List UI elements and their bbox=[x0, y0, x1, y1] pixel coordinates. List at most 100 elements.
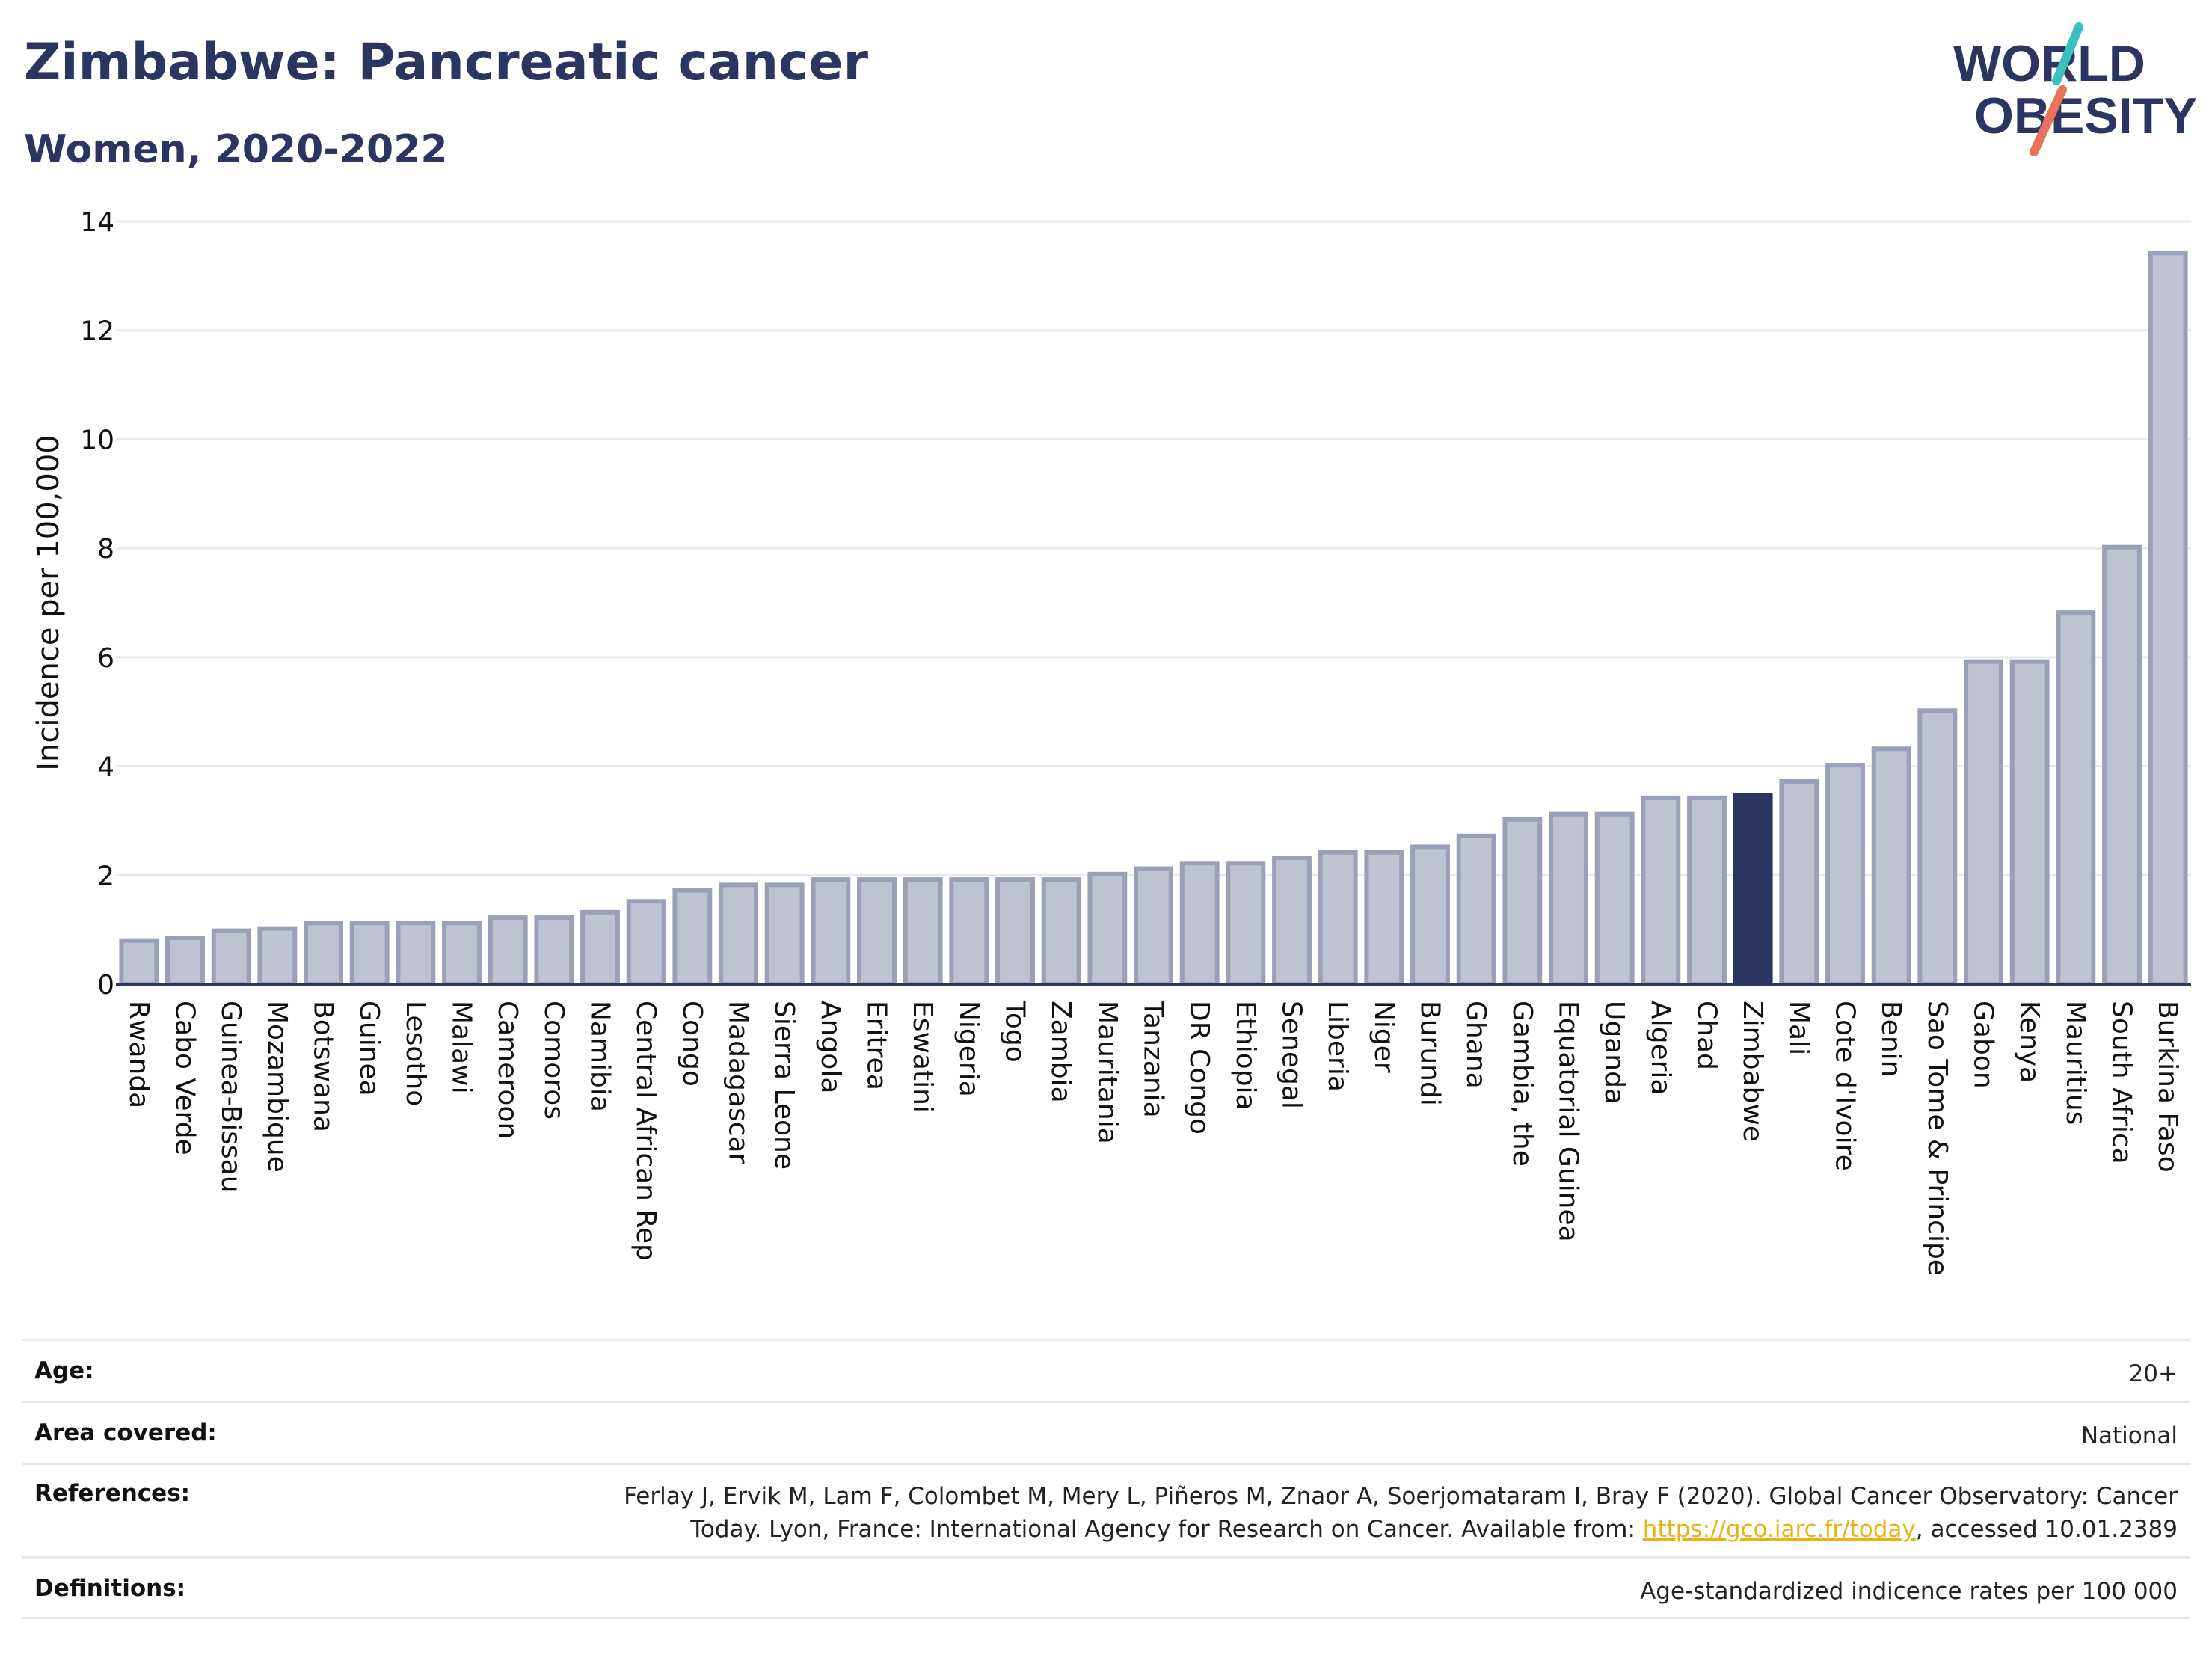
x-tick-label: Gambia, the bbox=[1507, 1001, 1537, 1167]
bar-cameroon bbox=[488, 915, 528, 986]
bar-chart: 0 2 4 6 8 10 12 14 Rwanda Cabo Verde Guinea-Bissa… bbox=[31, 207, 2191, 1276]
x-tick-label: Burkina Faso bbox=[2152, 1001, 2183, 1173]
x-tick-label: Eritrea bbox=[861, 1001, 892, 1090]
bar-lesotho bbox=[396, 921, 436, 987]
info-row-references: References: Ferlay J, Ervik M, Lam F, Co… bbox=[22, 1463, 2190, 1556]
bar-zambia bbox=[1041, 877, 1081, 986]
references-label: References: bbox=[34, 1480, 191, 1507]
bar-liberia bbox=[1318, 850, 1358, 986]
age-value: 20+ bbox=[2128, 1360, 2178, 1387]
chart-subtitle: Women, 2020-2022 bbox=[24, 127, 448, 172]
x-tick-label: DR Congo bbox=[1184, 1001, 1214, 1134]
bar-namibia bbox=[580, 909, 620, 987]
x-tick-label: Cameroon bbox=[492, 1001, 523, 1139]
x-tick-label: Nigeria bbox=[953, 1001, 984, 1097]
chart-title: Zimbabwe: Pancreatic cancer bbox=[24, 33, 869, 92]
bar-burundi bbox=[1410, 844, 1450, 987]
logo-word-obesity: OBESITY bbox=[1974, 87, 2198, 144]
y-tick-label: 0 bbox=[97, 970, 114, 1001]
x-tick-label: Botswana bbox=[308, 1001, 339, 1132]
bar-guinea-bissau bbox=[211, 928, 251, 986]
bar-guinea bbox=[349, 921, 390, 987]
x-tick-label: Cabo Verde bbox=[170, 1001, 200, 1155]
bar-mauritania bbox=[1087, 871, 1128, 987]
x-tick-label: Ghana bbox=[1460, 1001, 1491, 1089]
area-value: National bbox=[2080, 1422, 2178, 1449]
x-tick-label: Central African Rep bbox=[630, 1001, 661, 1261]
x-tick-label: Tanzania bbox=[1138, 1000, 1169, 1118]
x-tick-label: Senegal bbox=[1276, 1001, 1307, 1109]
x-tick-label: Mauritius bbox=[2060, 1001, 2091, 1125]
x-tick-label: Malawi bbox=[446, 1001, 477, 1094]
references-value: Ferlay J, Ervik M, Lam F, Colombet M, Me… bbox=[624, 1480, 2190, 1546]
x-tick-label: Niger bbox=[1368, 1001, 1399, 1073]
bar-algeria bbox=[1641, 795, 1681, 987]
references-line-2-post: , accessed 10.01.2389 bbox=[1915, 1516, 2178, 1543]
references-link[interactable]: https://gco.iarc.fr/today bbox=[1642, 1516, 1916, 1543]
x-tick-label: Mozambique bbox=[262, 1001, 292, 1173]
y-tick-label: 6 bbox=[97, 643, 114, 674]
bar-ghana bbox=[1456, 833, 1496, 987]
logo-slash-coral bbox=[2030, 85, 2067, 156]
x-tick-labels: Rwanda Cabo Verde Guinea-Bissau Mozambique B… bbox=[123, 1000, 2183, 1276]
x-tick-label: Equatorial Guinea bbox=[1553, 1001, 1584, 1242]
x-tick-label: Algeria bbox=[1645, 1001, 1676, 1096]
bar-burkina-faso bbox=[2148, 251, 2188, 986]
x-tick-label: Eswatini bbox=[907, 1001, 938, 1113]
bar-eswatini bbox=[903, 877, 943, 986]
x-tick-label: Congo bbox=[677, 1001, 707, 1087]
bar-sierra-leone bbox=[764, 882, 805, 987]
bar-botswana bbox=[304, 921, 343, 987]
y-tick-label: 12 bbox=[80, 316, 114, 347]
x-tick-label: Liberia bbox=[1322, 1001, 1353, 1092]
bar-kenya bbox=[2009, 659, 2050, 987]
bar-mali bbox=[1779, 779, 1819, 986]
x-tick-label: Madagascar bbox=[723, 1001, 754, 1164]
logo-slash-teal bbox=[2052, 22, 2083, 85]
bar-eritrea bbox=[857, 877, 897, 986]
x-tick-label: Benin bbox=[1875, 1001, 1906, 1077]
info-table: Age: 20+ Area covered: National Referenc… bbox=[22, 1339, 2190, 1619]
definitions-value: Age-standardized indicence rates per 100… bbox=[1640, 1578, 2178, 1605]
x-tick-label: Guinea bbox=[354, 1001, 384, 1096]
world-obesity-logo: WORLD OBESITY bbox=[1953, 22, 2198, 156]
info-row-area: Area covered: National bbox=[22, 1401, 2190, 1463]
x-tick-label: Burundi bbox=[1415, 1001, 1446, 1106]
x-tick-label: Namibia bbox=[585, 1001, 615, 1112]
x-tick-label: Rwanda bbox=[123, 1001, 154, 1108]
bar-gambia-the bbox=[1502, 817, 1543, 986]
bar-nigeria bbox=[949, 877, 989, 986]
x-tick-label: Guinea-Bissau bbox=[215, 1001, 246, 1193]
bar-mauritius bbox=[2056, 610, 2096, 986]
x-tick-label: Angola bbox=[815, 1001, 846, 1093]
x-tick-label: South Africa bbox=[2107, 1001, 2137, 1164]
age-label: Age: bbox=[34, 1357, 94, 1384]
x-tick-label: Cote d'Ivoire bbox=[1830, 1001, 1861, 1171]
x-tick-label: Kenya bbox=[2014, 1001, 2044, 1083]
bar-niger bbox=[1364, 850, 1404, 986]
y-tick-labels: 0 2 4 6 8 10 12 14 bbox=[80, 207, 114, 1001]
bar-madagascar bbox=[719, 882, 758, 987]
x-tick-label: Mali bbox=[1784, 1001, 1814, 1055]
references-line-1: Ferlay J, Ervik M, Lam F, Colombet M, Me… bbox=[624, 1483, 2178, 1510]
y-tick-label: 14 bbox=[80, 207, 114, 238]
bar-mozambique bbox=[257, 926, 298, 986]
bar-cabo-verde bbox=[165, 936, 205, 986]
bar-malawi bbox=[442, 921, 482, 987]
area-label: Area covered: bbox=[34, 1419, 217, 1446]
bar-congo bbox=[672, 888, 713, 986]
x-tick-label: Zambia bbox=[1045, 1001, 1076, 1103]
bar-rwanda bbox=[119, 938, 159, 986]
bar-senegal bbox=[1272, 855, 1312, 986]
bar-dr-congo bbox=[1179, 861, 1220, 987]
info-row-age: Age: 20+ bbox=[22, 1339, 2190, 1401]
y-axis-label: Incidence per 100,000 bbox=[31, 435, 66, 771]
bar-comoros bbox=[534, 915, 574, 986]
bar-togo bbox=[995, 877, 1035, 986]
x-tick-label: Gabon bbox=[1968, 1001, 1999, 1089]
x-tick-label: Sierra Leone bbox=[769, 1001, 799, 1170]
x-tick-label: Ethiopia bbox=[1230, 1001, 1261, 1111]
x-tick-label: Comoros bbox=[538, 1001, 569, 1120]
y-tick-label: 8 bbox=[97, 534, 114, 565]
bar-cote-d-ivoire bbox=[1825, 763, 1865, 986]
